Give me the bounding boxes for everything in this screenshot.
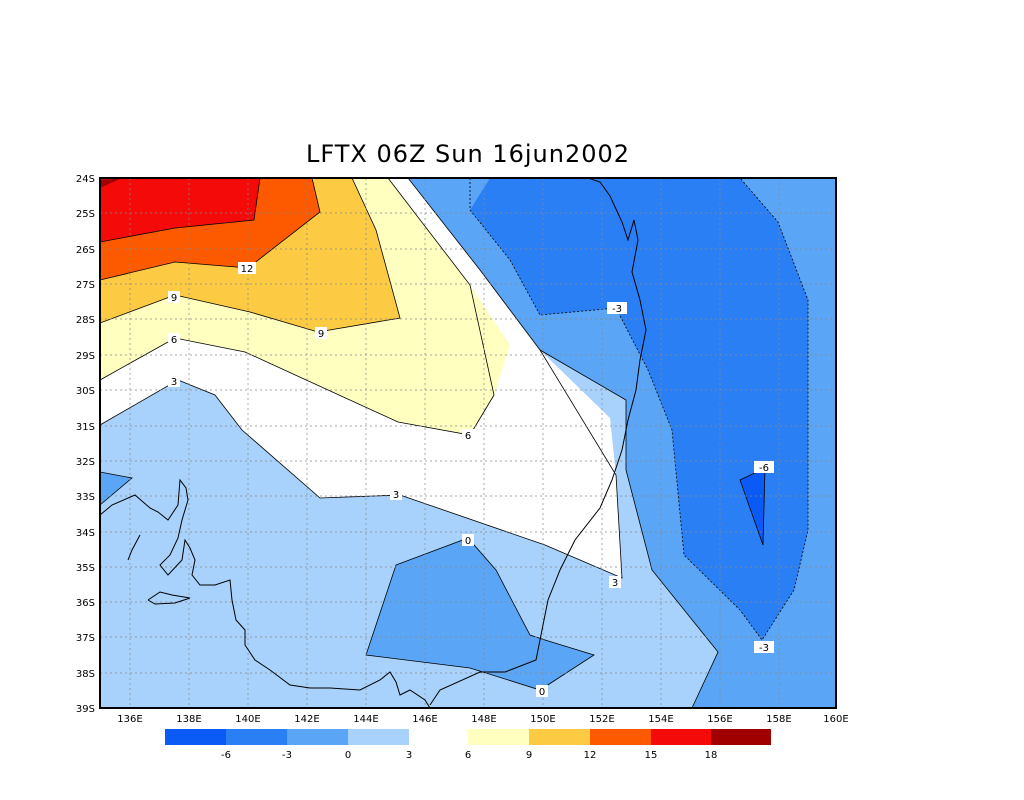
- band-minus3-0-south: [366, 538, 594, 690]
- lon-tick-label: 152E: [589, 714, 614, 725]
- lat-tick-label: 30S: [76, 386, 95, 397]
- lon-tick-label: 136E: [117, 714, 142, 725]
- contour-label: 9: [171, 293, 177, 304]
- lon-tick-label: 160E: [823, 714, 848, 725]
- coastline: [100, 178, 647, 708]
- contour-label-group: 12 9 9 6 3 6 3 0 0 3 -3 -3 -6: [168, 262, 774, 698]
- legend-label: 0: [345, 750, 351, 761]
- lat-tick-label: 32S: [76, 457, 95, 468]
- contour-label: 3: [612, 578, 618, 589]
- lat-tick-label: 31S: [76, 422, 95, 433]
- contour-3: [100, 178, 623, 579]
- contour-0-c: [539, 349, 719, 708]
- contour-0-d: [739, 467, 766, 546]
- contour-label: 0: [465, 536, 471, 547]
- lat-tick-label: 28S: [76, 315, 95, 326]
- lon-axis: 136E 138E 140E 142E 144E 146E 148E 150E …: [117, 714, 848, 725]
- lat-tick-label: 36S: [76, 598, 95, 609]
- contour-label: 3: [393, 490, 399, 501]
- kangaroo-island: [147, 591, 191, 605]
- legend-swatch: [165, 729, 226, 745]
- lon-tick-label: 146E: [412, 714, 437, 725]
- contour-minus3: [469, 178, 809, 641]
- legend-label: -6: [221, 750, 231, 761]
- lat-axis: 24S 25S 26S 27S 28S 29S 30S 31S 32S 33S …: [76, 174, 95, 715]
- contour-15: [100, 178, 261, 243]
- lon-tick-label: 144E: [353, 714, 378, 725]
- map-frame: [99, 177, 837, 709]
- legend-swatch: [226, 729, 287, 745]
- contour-label: 12: [241, 264, 254, 275]
- map-title: LFTX 06Z Sun 16jun2002: [305, 140, 631, 168]
- band-15-18: [100, 178, 260, 242]
- contour-label: -6: [759, 463, 769, 474]
- legend-label: 3: [406, 750, 412, 761]
- legend-swatch: [651, 729, 711, 745]
- lat-tick-label: 34S: [76, 528, 95, 539]
- lat-tick-label: 27S: [76, 280, 95, 291]
- lon-tick-label: 156E: [707, 714, 732, 725]
- legend-swatch: [287, 729, 348, 745]
- color-legend: -6 -3 0 3 6 9 12 15 18: [165, 729, 771, 761]
- band-below-minus6: [740, 468, 765, 545]
- legend-label: 9: [526, 750, 532, 761]
- contour-label: 3: [171, 377, 177, 388]
- contour-0-b: [365, 537, 595, 691]
- legend-swatch: [529, 729, 590, 745]
- legend-swatch: [348, 729, 409, 745]
- spencer-gulf: [100, 478, 431, 708]
- band-minus6-minus3: [470, 178, 808, 640]
- band-above-18: [100, 178, 122, 188]
- contour-label: -3: [759, 643, 769, 654]
- lat-tick-label: 39S: [76, 704, 95, 715]
- lat-tick-label: 24S: [76, 174, 95, 185]
- legend-label: 15: [645, 750, 658, 761]
- legend-swatch: [409, 729, 468, 745]
- lon-tick-label: 154E: [648, 714, 673, 725]
- lon-tick-label: 140E: [235, 714, 260, 725]
- contour-label: 0: [539, 687, 545, 698]
- lat-tick-label: 35S: [76, 563, 95, 574]
- lat-tick-label: 26S: [76, 245, 95, 256]
- lat-tick-label: 37S: [76, 633, 95, 644]
- east-coast: [429, 178, 647, 706]
- lon-tick-label: 158E: [766, 714, 791, 725]
- lat-tick-label: 29S: [76, 351, 95, 362]
- legend-swatch: [711, 729, 771, 745]
- contour-label: 6: [465, 431, 471, 442]
- gulf-inner: [127, 534, 141, 561]
- lat-tick-label: 25S: [76, 209, 95, 220]
- legend-label: 6: [465, 750, 471, 761]
- lon-tick-label: 142E: [294, 714, 319, 725]
- contour-label: -3: [612, 304, 622, 315]
- contour-6: [100, 178, 495, 436]
- legend-swatch: [590, 729, 651, 745]
- filled-contours: [100, 178, 836, 708]
- negative-contours: [469, 178, 809, 641]
- lat-tick-label: 38S: [76, 669, 95, 680]
- contour-label: 9: [318, 329, 324, 340]
- legend-label: 18: [705, 750, 718, 761]
- legend-label: 12: [584, 750, 597, 761]
- lon-tick-label: 148E: [471, 714, 496, 725]
- lon-tick-label: 150E: [530, 714, 555, 725]
- contour-label: 6: [171, 335, 177, 346]
- band-minus3-0-west: [100, 472, 132, 505]
- legend-label: -3: [282, 750, 292, 761]
- lon-tick-label: 138E: [176, 714, 201, 725]
- legend-swatch: [468, 729, 529, 745]
- lat-tick-label: 33S: [76, 492, 95, 503]
- gridlines: [100, 178, 836, 708]
